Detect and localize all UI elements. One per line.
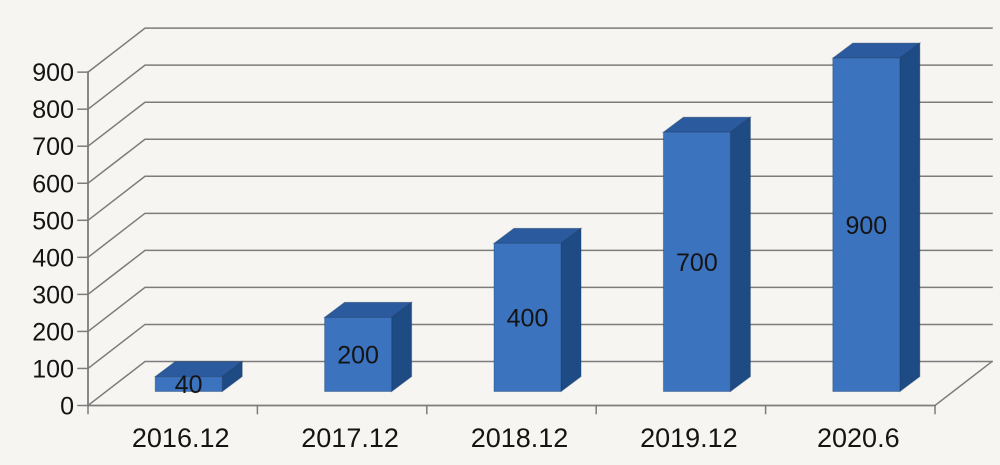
floor-right-edge	[933, 360, 994, 407]
bar-value-label: 700	[676, 249, 718, 277]
bar-value-label: 40	[175, 371, 203, 399]
gridline	[86, 64, 993, 111]
bar-front-face	[154, 376, 223, 392]
x-axis-category-label: 2016.12	[132, 423, 230, 453]
y-axis-tick-label: 400	[32, 244, 74, 272]
x-axis-labels-group: 2016.12 2017.12 2018.12 2019.12 2020.6	[132, 423, 900, 453]
bar-front-face	[493, 242, 562, 392]
y-axis-tick-label: 900	[32, 59, 74, 87]
bar-front-face	[324, 316, 393, 393]
y-axis-tick-label: 700	[32, 133, 74, 161]
x-axis-category-label: 2017.12	[301, 423, 399, 453]
bar-side-face	[729, 116, 751, 393]
bar-2018.12: 400	[492, 227, 583, 393]
bar-2017.12: 200	[323, 301, 414, 393]
bar-2019.12: 700	[661, 116, 752, 393]
y-axis-group	[77, 71, 936, 415]
y-axis-tick-label: 600	[32, 170, 74, 198]
bar-2016.12: 40	[153, 360, 244, 399]
x-axis-category-label: 2018.12	[471, 423, 569, 453]
y-axis-tick-label: 0	[60, 393, 74, 421]
y-axis-tick-label: 300	[32, 281, 74, 309]
bar-2020.6: 900	[831, 42, 922, 393]
bar-value-label: 900	[845, 212, 887, 240]
y-axis-tick-label: 100	[32, 355, 74, 383]
gridline	[86, 27, 993, 74]
y-axis-tick-label: 800	[32, 96, 74, 124]
bar-side-face	[899, 42, 921, 393]
bar-side-face	[560, 227, 582, 393]
bar-front-face	[832, 57, 901, 392]
bars-group: 40 200 400 700 900	[153, 42, 922, 399]
x-axis-category-label: 2019.12	[640, 423, 738, 453]
bar-value-label: 400	[507, 304, 549, 332]
x-axis-category-label: 2020.6	[817, 423, 900, 453]
y-axis-tick-label: 500	[32, 207, 74, 235]
bar-front-face	[662, 131, 731, 392]
gridline	[86, 101, 993, 148]
bar-side-face	[391, 301, 413, 393]
y-axis-tick-label: 200	[32, 318, 74, 346]
gridlines-group	[86, 27, 993, 370]
y-axis-labels-group: 0 100 200 300 400 500 600 700 800 900	[32, 59, 74, 420]
bar-value-label: 200	[337, 341, 379, 369]
